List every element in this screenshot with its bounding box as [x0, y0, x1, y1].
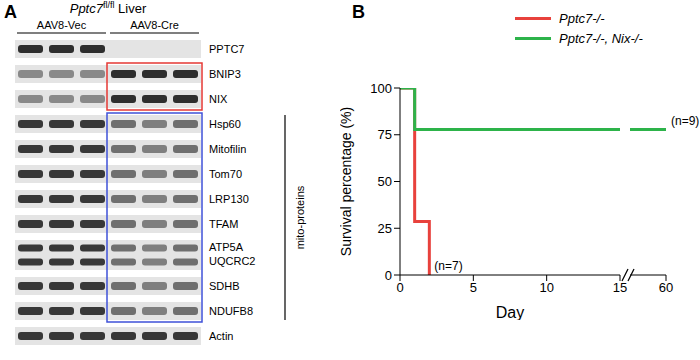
svg-text:Day: Day: [496, 304, 524, 320]
svg-text:AAV8-Vec: AAV8-Vec: [37, 19, 87, 31]
svg-text:(n=7): (n=7): [434, 259, 462, 273]
svg-text:60: 60: [659, 280, 673, 295]
svg-text:15: 15: [613, 280, 627, 295]
svg-text:Hsp60: Hsp60: [209, 118, 241, 130]
svg-text:75: 75: [378, 127, 392, 142]
svg-text:PPTC7: PPTC7: [209, 43, 244, 55]
svg-text:5: 5: [470, 280, 477, 295]
svg-text:0: 0: [396, 280, 403, 295]
svg-text:(n=9): (n=9): [671, 114, 692, 128]
svg-text:A: A: [8, 2, 17, 22]
svg-text:Tom70: Tom70: [209, 168, 242, 180]
svg-text:25: 25: [378, 221, 392, 236]
svg-text:Pptc7fl/fl Liver: Pptc7fl/fl Liver: [70, 0, 147, 16]
html-text:B: B: [352, 2, 365, 22]
svg-text:LRP130: LRP130: [209, 193, 249, 205]
svg-text:0: 0: [385, 268, 392, 283]
svg-text:UQCRC2: UQCRC2: [209, 255, 255, 267]
svg-text:mito-proteins: mito-proteins: [294, 185, 306, 249]
svg-text:Mitofilin: Mitofilin: [209, 143, 246, 155]
svg-text:50: 50: [378, 174, 392, 189]
svg-text:BNIP3: BNIP3: [209, 68, 241, 80]
svg-text:Survival percentage (%): Survival percentage (%): [340, 107, 354, 256]
svg-text:SDHB: SDHB: [209, 280, 240, 292]
html-text:Pptc7-/-, Nix-/-: Pptc7-/-, Nix-/-: [559, 30, 643, 46]
svg-text:10: 10: [539, 280, 553, 295]
svg-text:100: 100: [370, 81, 392, 96]
svg-text:TFAM: TFAM: [209, 218, 238, 230]
svg-text:NDUFB8: NDUFB8: [209, 305, 253, 317]
svg-text:NIX: NIX: [209, 93, 228, 105]
svg-text:AAV8-Cre: AAV8-Cre: [130, 19, 179, 31]
svg-text:Actin: Actin: [209, 330, 233, 342]
html-text:Pptc7-/-: Pptc7-/-: [559, 10, 605, 26]
svg-text:ATP5A: ATP5A: [209, 241, 244, 253]
